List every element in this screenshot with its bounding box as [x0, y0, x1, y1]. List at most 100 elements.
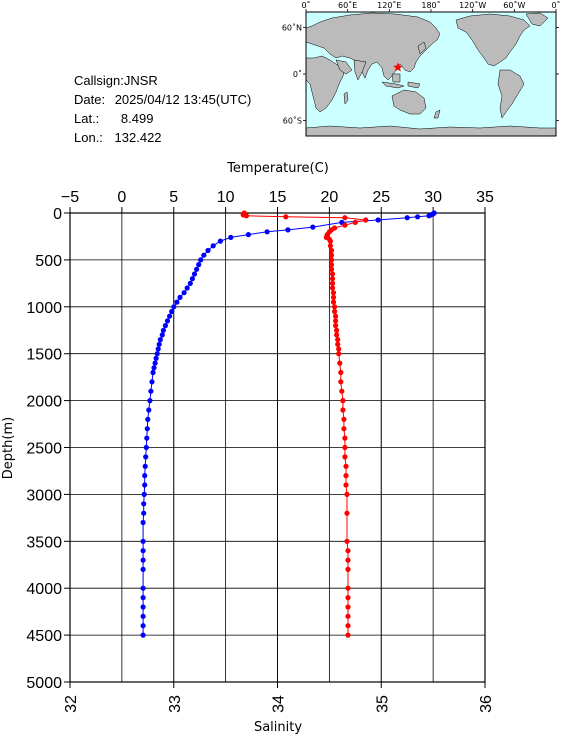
data-point-salinity	[342, 454, 348, 460]
data-point-salinity	[329, 271, 336, 277]
bottom-tick-label: 36	[478, 695, 495, 713]
top-tick-label: 10	[217, 189, 235, 206]
map-lat-label: 60˚S	[283, 116, 302, 126]
bottom-tick-label: 35	[374, 695, 391, 713]
data-point-salinity	[330, 290, 337, 296]
data-point-salinity	[345, 566, 351, 573]
y-tick-label: 0	[53, 206, 62, 223]
data-point-temperature	[140, 604, 146, 610]
data-point-temperature	[148, 388, 154, 394]
data-point-salinity	[336, 346, 342, 352]
data-point-temperature	[415, 214, 421, 220]
data-point-salinity	[345, 548, 351, 554]
y-tick-label: 500	[35, 253, 62, 270]
land-japan	[417, 41, 427, 55]
top-tick-label: 30	[424, 189, 442, 206]
lon-label: Lon.:	[74, 130, 103, 145]
y-tick-label: 3000	[26, 487, 62, 504]
data-point-salinity	[283, 214, 289, 220]
data-point-salinity	[343, 473, 349, 479]
data-point-salinity	[344, 510, 350, 516]
data-point-salinity	[345, 613, 351, 619]
data-point-temperature	[142, 473, 148, 479]
land-indonesia	[381, 81, 405, 89]
data-point-temperature	[140, 566, 146, 573]
data-point-salinity	[344, 491, 350, 497]
data-point-temperature	[196, 262, 202, 268]
land-southamerica	[497, 69, 525, 119]
data-point-temperature	[198, 257, 204, 263]
top-tick-label: −5	[61, 189, 79, 206]
data-point-temperature	[189, 276, 195, 282]
data-point-salinity	[341, 416, 347, 422]
data-point-temperature	[149, 379, 155, 385]
bottom-tick-label: 34	[271, 695, 288, 713]
data-point-temperature	[184, 285, 190, 291]
series-layer	[140, 210, 437, 638]
data-point-temperature	[140, 623, 146, 629]
data-point-salinity	[327, 238, 333, 244]
data-point-temperature	[160, 327, 166, 333]
callsign-text: Callsign:JNSR	[74, 73, 158, 88]
top-tick-label: 15	[269, 189, 287, 206]
data-point-salinity	[340, 398, 346, 404]
data-point-salinity	[329, 280, 336, 286]
top-tick-label: 0	[117, 189, 126, 206]
data-point-temperature	[210, 243, 216, 249]
data-point-salinity	[342, 215, 348, 221]
data-point-temperature	[167, 313, 173, 319]
data-point-temperature	[144, 426, 150, 432]
data-point-temperature	[140, 585, 146, 591]
data-point-salinity	[332, 308, 338, 315]
world-map: 0˚ 60˚E 120˚E 180˚ 120˚W 60˚W 0˚ 60˚N 0˚ 60˚S	[282, 0, 561, 137]
data-point-salinity	[328, 252, 335, 258]
data-point-salinity	[339, 388, 345, 394]
data-point-salinity	[333, 313, 339, 319]
data-point-temperature	[375, 217, 381, 223]
data-point-temperature	[191, 271, 198, 277]
data-point-salinity	[334, 332, 340, 338]
station-marker-icon	[393, 62, 403, 72]
land-newzealand	[433, 109, 441, 119]
data-point-temperature	[140, 557, 146, 563]
data-point-temperature	[177, 294, 183, 300]
lat-label: Lat.:	[74, 111, 100, 126]
map-lat-label: 0˚	[293, 69, 302, 79]
data-point-temperature	[162, 323, 168, 329]
data-point-salinity	[338, 369, 344, 376]
data-point-temperature	[159, 332, 165, 338]
map-land	[305, 12, 557, 137]
land-india	[353, 59, 367, 81]
data-point-salinity	[342, 444, 348, 451]
y-tick-label: 4000	[26, 581, 62, 598]
data-point-salinity	[335, 337, 341, 343]
land-madagascar	[343, 91, 349, 105]
data-point-salinity	[338, 379, 344, 385]
data-point-temperature	[426, 213, 432, 219]
data-point-temperature	[164, 318, 171, 324]
data-point-salinity	[332, 304, 338, 310]
land-africa	[305, 55, 345, 113]
y-tick-label: 1000	[26, 300, 62, 317]
data-point-temperature	[156, 341, 162, 347]
data-point-temperature	[217, 238, 223, 244]
date-value: 2025/04/12 13:45(UTC)	[114, 92, 252, 107]
map-lon-label: 60˚W	[503, 0, 525, 10]
map-lon-label: 60˚E	[338, 0, 357, 10]
data-point-temperature	[245, 232, 251, 238]
map-lon-label: 0˚	[301, 0, 310, 10]
data-point-salinity	[329, 285, 336, 291]
bottom-axis-title: Salinity	[254, 720, 302, 735]
data-point-temperature	[150, 369, 156, 376]
map-lat-label: 60˚N	[282, 23, 302, 33]
data-point-temperature	[171, 304, 177, 310]
data-point-salinity	[344, 538, 350, 544]
land-northamerica	[455, 13, 531, 67]
axis-ticks: 0 500 1000 1500 2000 2500 3000 3500 4000 4500 5000…	[26, 189, 495, 713]
data-point-temperature	[155, 346, 161, 352]
data-point-salinity	[345, 604, 351, 610]
date-row: Date: 2025/04/12 13:45(UTC)	[74, 90, 251, 109]
grid-lines	[69, 212, 486, 683]
data-point-salinity	[345, 623, 351, 629]
